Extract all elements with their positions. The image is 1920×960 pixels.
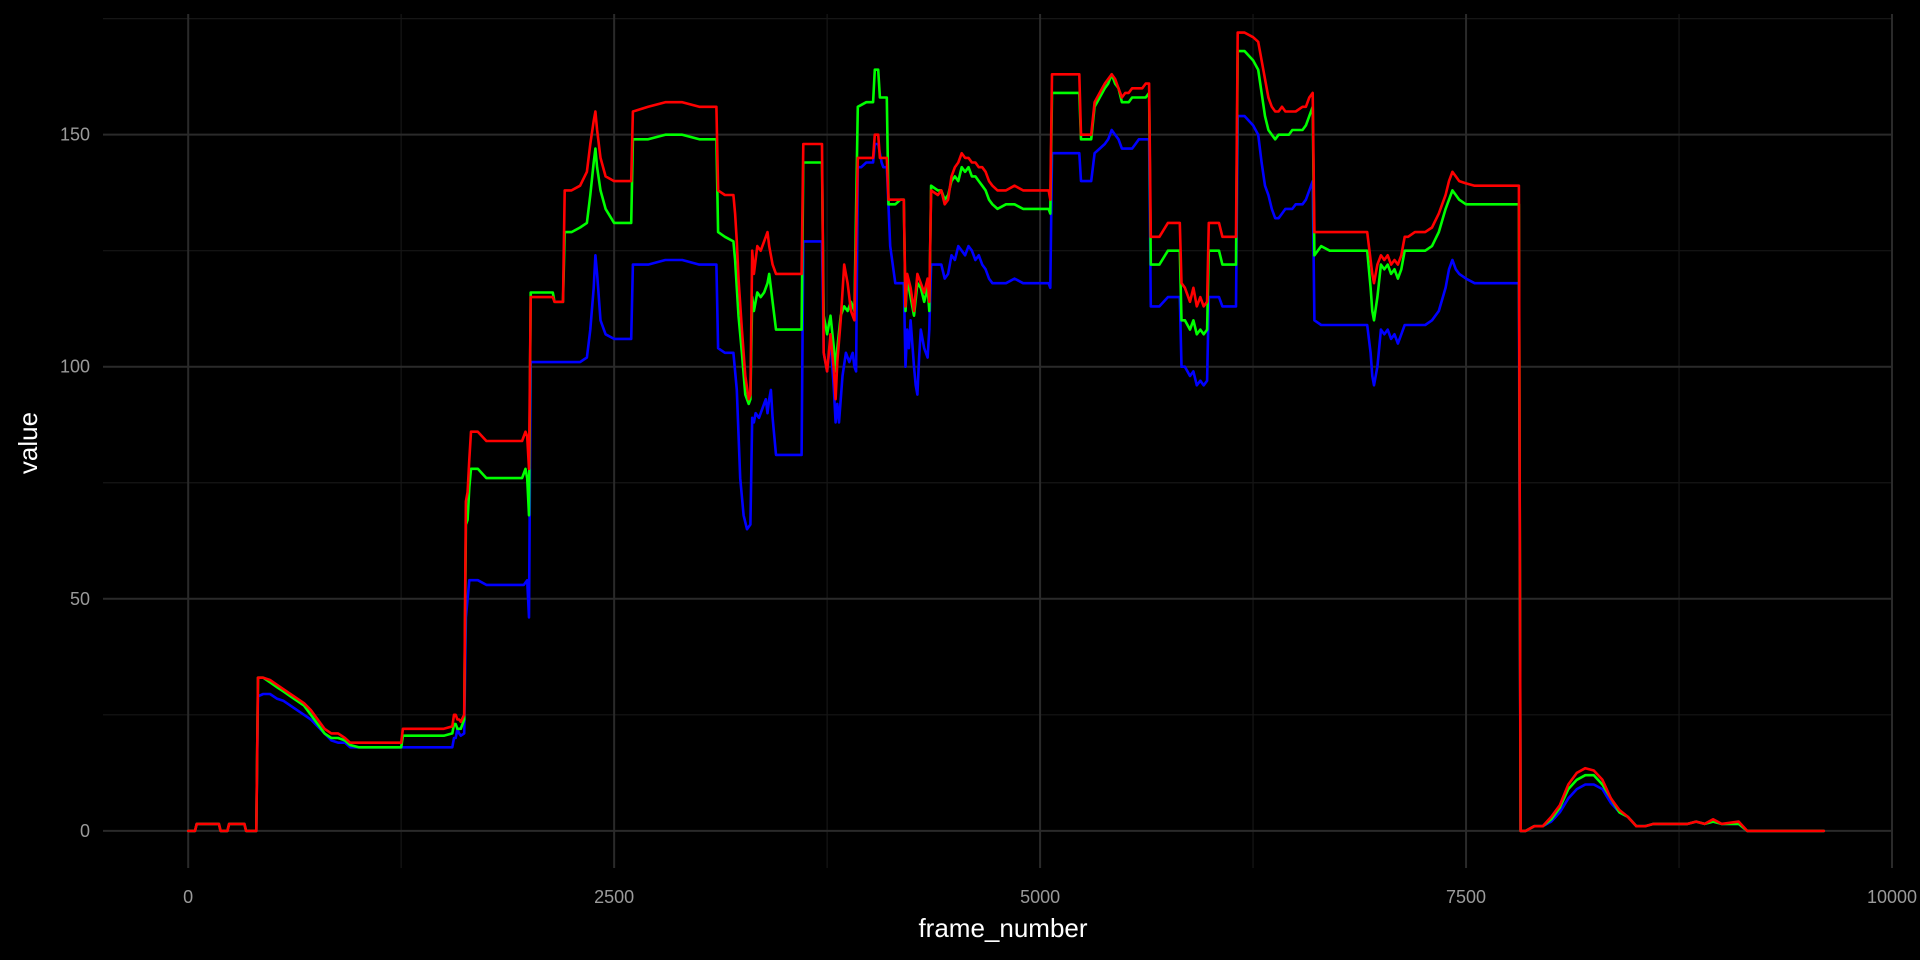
y-tick-label: 150 xyxy=(60,125,90,145)
x-axis-tick-labels: 0 2500 5000 7500 10000 xyxy=(183,887,1917,907)
x-tick-label: 10000 xyxy=(1867,887,1917,907)
y-tick-label: 100 xyxy=(60,357,90,377)
x-tick-label: 7500 xyxy=(1446,887,1486,907)
y-tick-label: 50 xyxy=(70,589,90,609)
x-axis-title: frame_number xyxy=(918,913,1087,943)
series-lines xyxy=(186,31,1826,833)
x-tick-label: 5000 xyxy=(1020,887,1060,907)
y-axis-title: value xyxy=(13,412,43,474)
y-axis-tick-labels: 0 50 100 150 xyxy=(60,125,90,841)
grid-minor-lines xyxy=(103,14,1892,868)
grid-major-lines xyxy=(103,14,1893,868)
series-line-3 xyxy=(186,31,1826,833)
y-tick-label: 0 xyxy=(80,821,90,841)
x-tick-label: 0 xyxy=(183,887,193,907)
x-tick-label: 2500 xyxy=(594,887,634,907)
series-line-2 xyxy=(186,49,1826,833)
